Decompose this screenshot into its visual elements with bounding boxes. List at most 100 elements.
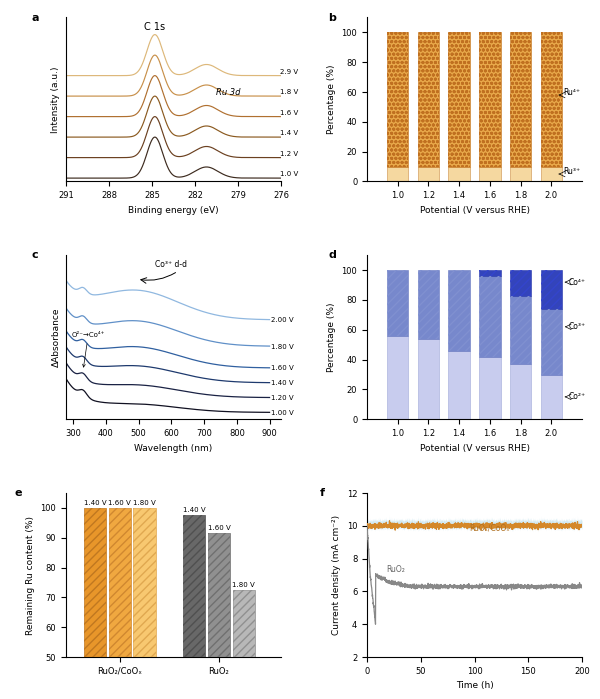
Text: 1.40 V: 1.40 V <box>83 500 106 505</box>
Bar <box>448 166 470 182</box>
Bar <box>418 166 439 182</box>
Text: 1.80 V: 1.80 V <box>232 582 255 588</box>
Y-axis label: Intensity (a.u.): Intensity (a.u.) <box>52 66 61 133</box>
Bar <box>510 364 532 419</box>
Bar <box>541 271 562 309</box>
Bar <box>387 166 409 182</box>
Text: 1.60 V: 1.60 V <box>271 366 293 371</box>
Text: 1.0 V: 1.0 V <box>280 171 298 178</box>
Bar <box>448 271 470 351</box>
Bar <box>387 32 409 166</box>
Bar <box>84 508 106 657</box>
Text: 1.60 V: 1.60 V <box>109 500 131 505</box>
Bar <box>208 533 230 657</box>
Y-axis label: ΔAbsorbance: ΔAbsorbance <box>52 308 61 367</box>
Bar <box>418 339 439 419</box>
Bar <box>541 309 562 375</box>
Text: 1.80 V: 1.80 V <box>271 344 293 350</box>
Text: f: f <box>320 488 325 498</box>
Bar <box>448 271 470 351</box>
Bar <box>387 336 409 419</box>
Bar <box>183 515 205 657</box>
Bar <box>418 32 439 166</box>
Bar <box>109 508 131 657</box>
Bar <box>510 166 532 182</box>
Text: e: e <box>14 488 22 498</box>
Text: RuO₂: RuO₂ <box>386 565 405 574</box>
Bar <box>387 271 409 336</box>
Text: 1.00 V: 1.00 V <box>271 410 293 416</box>
Y-axis label: Current density (mA cm⁻²): Current density (mA cm⁻²) <box>332 515 341 635</box>
Bar <box>479 276 500 356</box>
Bar <box>109 508 131 657</box>
Bar <box>510 32 532 166</box>
Text: 1.40 V: 1.40 V <box>183 507 205 513</box>
Bar <box>541 271 562 309</box>
Bar <box>479 276 500 356</box>
Bar <box>541 166 562 182</box>
X-axis label: Time (h): Time (h) <box>455 682 493 691</box>
Text: Co³⁺: Co³⁺ <box>568 322 586 331</box>
Text: 1.80 V: 1.80 V <box>133 500 156 505</box>
Y-axis label: Percentage (%): Percentage (%) <box>327 65 336 134</box>
Text: 1.20 V: 1.20 V <box>271 395 293 401</box>
Text: b: b <box>328 13 336 22</box>
Text: d: d <box>328 250 336 260</box>
X-axis label: Binding energy (eV): Binding energy (eV) <box>128 206 219 215</box>
Bar <box>418 32 439 166</box>
Bar <box>448 32 470 166</box>
X-axis label: Potential (V versus RHE): Potential (V versus RHE) <box>419 206 530 215</box>
Text: 2.00 V: 2.00 V <box>271 317 293 324</box>
Text: c: c <box>32 250 38 260</box>
Bar <box>84 508 106 657</box>
Text: RuO₂/CoOₓ: RuO₂/CoOₓ <box>469 524 510 533</box>
Text: 2.9 V: 2.9 V <box>280 69 298 75</box>
Text: Co²⁺: Co²⁺ <box>568 392 586 401</box>
Bar <box>541 309 562 375</box>
Text: Ru³⁺: Ru³⁺ <box>563 167 581 176</box>
Bar <box>183 515 205 657</box>
Bar <box>541 375 562 419</box>
Y-axis label: Remaining Ru content (%): Remaining Ru content (%) <box>26 516 35 635</box>
Bar <box>510 32 532 166</box>
Bar <box>233 590 255 657</box>
Text: 1.8 V: 1.8 V <box>280 89 298 95</box>
Text: C 1s: C 1s <box>145 22 166 32</box>
X-axis label: Potential (V versus RHE): Potential (V versus RHE) <box>419 444 530 452</box>
Text: 1.40 V: 1.40 V <box>271 380 293 387</box>
Bar <box>448 32 470 166</box>
Bar <box>479 166 500 182</box>
Y-axis label: Percentage (%): Percentage (%) <box>327 303 336 372</box>
Bar <box>479 32 500 166</box>
Text: O²⁻→Co⁴⁺: O²⁻→Co⁴⁺ <box>71 332 105 367</box>
Bar <box>387 271 409 336</box>
X-axis label: Wavelength (nm): Wavelength (nm) <box>134 444 212 452</box>
Bar <box>418 271 439 339</box>
Bar <box>418 271 439 339</box>
Bar <box>479 271 500 276</box>
Text: 1.6 V: 1.6 V <box>280 110 298 116</box>
Bar <box>208 533 230 657</box>
Bar <box>479 356 500 419</box>
Bar <box>387 32 409 166</box>
Bar <box>133 508 156 657</box>
Text: Co³⁺ d-d: Co³⁺ d-d <box>155 260 187 269</box>
Bar <box>479 271 500 276</box>
Text: 1.2 V: 1.2 V <box>280 151 298 157</box>
Text: 1.60 V: 1.60 V <box>208 525 230 531</box>
Bar <box>541 32 562 166</box>
Bar <box>479 32 500 166</box>
Text: a: a <box>32 13 39 22</box>
Bar <box>541 32 562 166</box>
Bar <box>233 590 255 657</box>
Text: Ru 3d: Ru 3d <box>217 88 241 97</box>
Bar <box>510 271 532 296</box>
Bar <box>510 296 532 364</box>
Text: 1.4 V: 1.4 V <box>280 131 298 136</box>
Bar <box>510 271 532 296</box>
Text: Ru⁴⁺: Ru⁴⁺ <box>563 88 581 97</box>
Bar <box>448 351 470 419</box>
Bar <box>133 508 156 657</box>
Bar <box>510 296 532 364</box>
Text: Co⁴⁺: Co⁴⁺ <box>568 278 585 287</box>
